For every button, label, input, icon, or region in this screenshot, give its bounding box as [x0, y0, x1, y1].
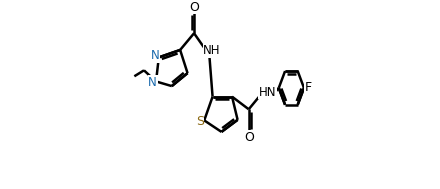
Text: O: O [189, 1, 199, 14]
Text: NH: NH [203, 44, 221, 57]
Text: O: O [244, 131, 254, 144]
Text: F: F [304, 81, 312, 94]
Text: S: S [196, 115, 204, 128]
Text: N: N [151, 49, 159, 62]
Text: N: N [148, 76, 157, 89]
Text: HN: HN [259, 86, 276, 98]
